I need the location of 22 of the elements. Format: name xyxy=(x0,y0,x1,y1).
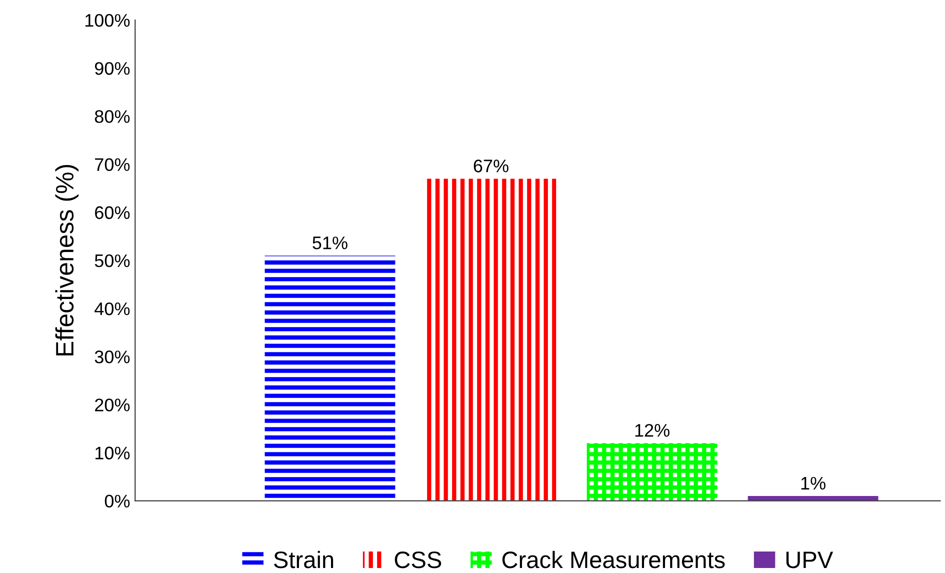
data-label: 51% xyxy=(312,236,348,250)
y-tick-label: 100% xyxy=(85,14,130,27)
y-tick-label: 60% xyxy=(95,206,130,220)
legend-label: Crack Measurements xyxy=(502,550,725,568)
data-label: 67% xyxy=(474,160,508,172)
y-tick-label: 40% xyxy=(94,302,130,316)
data-label: 1% xyxy=(801,476,826,490)
y-tick-label: 0% xyxy=(104,494,130,508)
y-tick-label: 20% xyxy=(95,398,130,412)
legend-label: Strain xyxy=(274,550,334,568)
y-tick-label: 90% xyxy=(94,62,130,75)
bar xyxy=(426,178,556,501)
bar xyxy=(586,443,718,501)
y-axis-title: Effectiveness (%) xyxy=(55,164,79,356)
y-tick-label: 70% xyxy=(95,158,130,171)
legend-label: CSS xyxy=(394,552,442,568)
y-tick-label: 50% xyxy=(94,254,130,268)
data-label: 12% xyxy=(635,424,670,437)
y-tick-label: 30% xyxy=(94,350,130,364)
y-tick-label: 10% xyxy=(96,446,130,460)
legend-label: UPV xyxy=(786,552,834,568)
y-tick-label: 80% xyxy=(94,110,130,123)
